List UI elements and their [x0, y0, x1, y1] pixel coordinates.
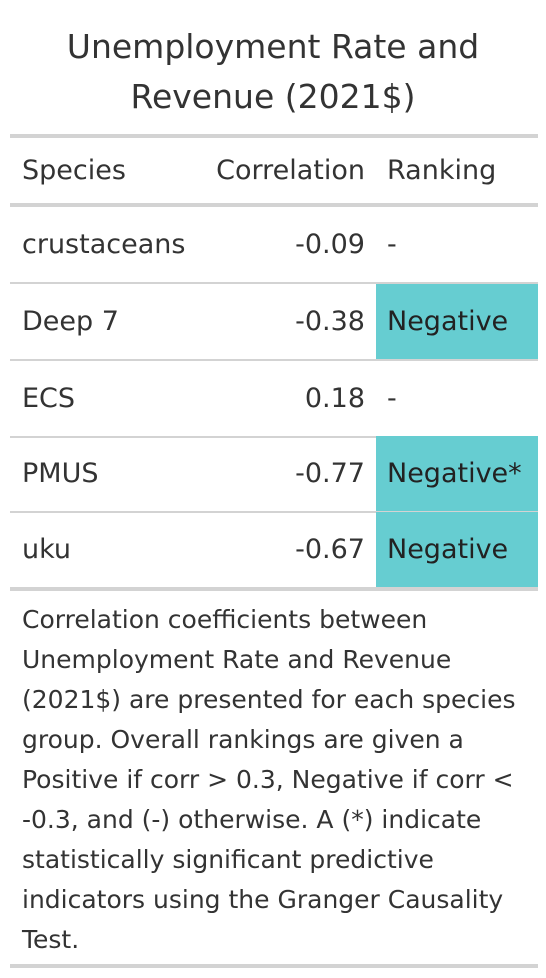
ranking-cell: Negative: [376, 512, 538, 587]
table-row: PMUS -0.77 Negative*: [10, 436, 538, 513]
header-rule: [10, 203, 538, 207]
correlation-cell: 0.18: [304, 383, 365, 414]
ranking-cell: Negative*: [376, 436, 538, 511]
header-ranking: Ranking: [387, 155, 497, 186]
bottom-rule: [10, 964, 538, 968]
correlation-cell: -0.67: [295, 534, 365, 565]
correlation-cell: -0.09: [295, 229, 365, 260]
ranking-cell: -: [387, 229, 397, 260]
table-row: crustaceans -0.09 -: [10, 207, 538, 284]
table-footnote: Correlation coefficients between Unemplo…: [22, 605, 516, 954]
header-correlation: Correlation: [216, 155, 365, 186]
header-species: Species: [22, 155, 126, 186]
ranking-cell: -: [387, 383, 397, 414]
species-cell: Deep 7: [22, 306, 119, 337]
table-row: ECS 0.18 -: [10, 361, 538, 438]
table-row: uku -0.67 Negative: [10, 512, 538, 587]
body-rule: [10, 587, 538, 591]
top-rule: [10, 134, 538, 138]
correlation-cell: -0.38: [295, 306, 365, 337]
species-cell: crustaceans: [22, 229, 186, 260]
species-cell: uku: [22, 534, 72, 565]
table-row: Deep 7 -0.38 Negative: [10, 284, 538, 361]
species-cell: ECS: [22, 383, 76, 414]
ranking-cell: Negative: [376, 284, 538, 359]
table-title: Unemployment Rate and Revenue (2021$): [66, 27, 480, 116]
species-cell: PMUS: [22, 458, 99, 489]
correlation-cell: -0.77: [295, 458, 365, 489]
